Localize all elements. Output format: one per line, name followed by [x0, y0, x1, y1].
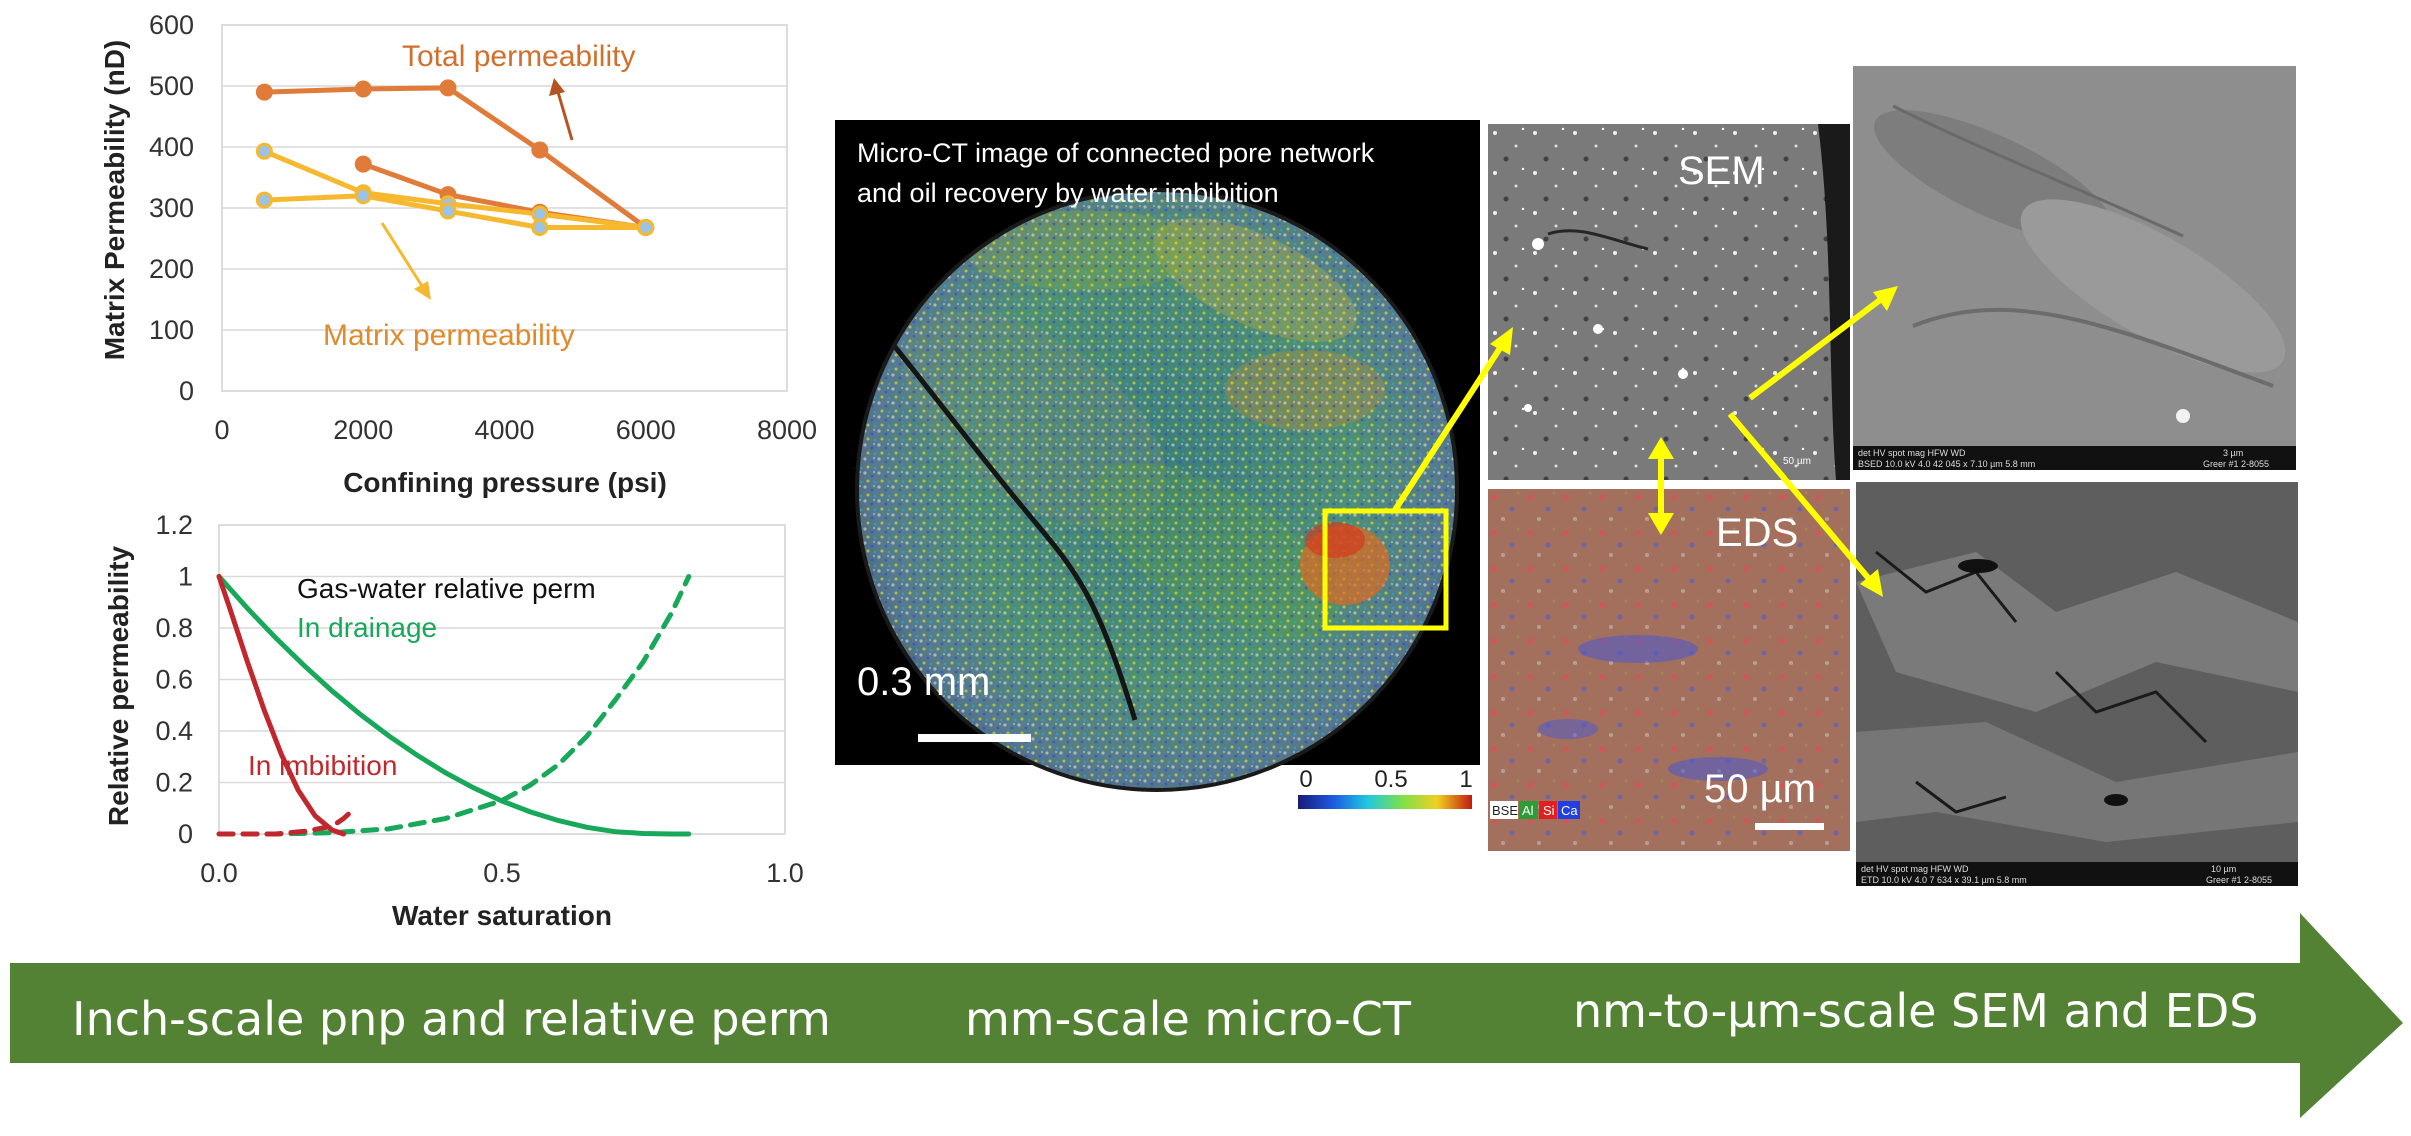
chart1-xtick-label: 4000 [474, 415, 534, 445]
chart2-xlabel: Water saturation [392, 900, 612, 931]
sem-top-bar-values: BSED 10.0 kV 4.0 42 045 x 7.10 µm 5.8 mm [1858, 459, 2035, 469]
chart1-ytick-label: 600 [149, 10, 194, 40]
zoom-box [1322, 508, 1449, 631]
sem-bottom-bar-sample: Greer #1 2-8055 [2206, 875, 2272, 885]
colorbar-tick-0-5: 0.5 [1374, 766, 1407, 793]
colorbar [1298, 795, 1472, 809]
matrix-permeability-pointer [380, 222, 424, 287]
sem-bottom-bar-header: det HV spot mag HFW WD [1861, 864, 1969, 874]
chart1-xtick-label: 8000 [757, 415, 817, 445]
sem-scale-label: 50 µm [1783, 456, 1811, 467]
chart1-ytick-label: 500 [149, 71, 194, 101]
micro-ct-caption-line2: and oil recovery by water imbibition [857, 178, 1279, 208]
eds-label: EDS [1716, 511, 1798, 555]
chart2-series-line [216, 805, 358, 837]
chart1-xtick-label: 2000 [333, 415, 393, 445]
chart2-ylabel: Relative permeability [103, 546, 134, 827]
chart1-xtick-label: 6000 [616, 415, 676, 445]
eds-element-legend: BSE Al Si Ca [1490, 801, 1580, 819]
chart2-series [216, 574, 692, 837]
chart2-series-line [216, 574, 692, 837]
sem-top-bar-sample: Greer #1 2-8055 [2203, 459, 2269, 469]
drainage-annotation: In drainage [297, 612, 437, 643]
chart2-ytick-label: 0 [178, 819, 193, 849]
micro-ct-caption-line1: Micro-CT image of connected pore network [857, 138, 1375, 168]
eds-scale-label: 50 µm [1704, 767, 1816, 811]
eds-legend-ca: Ca [1561, 803, 1578, 818]
chart2-gridlines [218, 524, 786, 835]
chart1-ytick-label: 0 [179, 376, 194, 406]
eds-legend-bse: BSE [1492, 803, 1518, 818]
sem-label: SEM [1678, 149, 1765, 193]
sem-high-mag-top: det HV spot mag HFW WD BSED 10.0 kV 4.0 … [1853, 66, 2296, 470]
chart2-xtick-label: 0.0 [200, 858, 238, 888]
matrix-permeability-annotation: Matrix permeability [323, 319, 575, 352]
chart1-data-point [531, 141, 549, 159]
chart1-data-point [439, 79, 457, 97]
sem-panel: SEM 50 µm [1488, 124, 1850, 480]
chart1-data-point [354, 187, 372, 205]
banner-label-inch-scale: Inch-scale pnp and relative perm [72, 992, 831, 1046]
chart2-ytick-label: 0.6 [155, 665, 193, 695]
chart1-ylabel: Matrix Permeability (nD) [99, 40, 130, 361]
chart2-ytick-label: 0.2 [155, 768, 193, 798]
sem-top-bar-scale: 3 µm [2223, 448, 2243, 458]
banner-label-nm-scale: nm-to-µm-scale SEM and EDS [1573, 984, 2258, 1038]
colorbar-tick-1: 1 [1459, 766, 1472, 793]
sem-high-mag-bottom: det HV spot mag HFW WD ETD 10.0 kV 4.0 7… [1856, 482, 2298, 886]
micro-ct-scale-label: 0.3 mm [857, 660, 990, 704]
banner-label-mm-scale: mm-scale micro-CT [965, 992, 1412, 1046]
chart1-data-point [354, 155, 372, 173]
colorbar-tick-0: 0 [1299, 766, 1312, 793]
chart1-xlabel: Confining pressure (psi) [343, 467, 667, 498]
eds-legend-al: Al [1522, 803, 1534, 818]
chart1-data-point [531, 205, 549, 223]
chart1-ytick-label: 400 [149, 132, 194, 162]
chart2-xtick-label: 1.0 [766, 858, 804, 888]
chart1-ytick-label: 300 [149, 193, 194, 223]
chart2-tick-labels: 0 0.2 0.4 0.6 0.8 1 1.2 0.0 0.5 1.0 [155, 510, 803, 888]
chart2-series-line [216, 574, 692, 837]
eds-panel: EDS 50 µm BSE Al Si Ca [1488, 489, 1850, 851]
chart2-ytick-label: 0.4 [155, 716, 193, 746]
sem-bottom-bar-values: ETD 10.0 kV 4.0 7 634 x 39.1 µm 5.8 mm [1861, 875, 2027, 885]
chart1-data-point [354, 80, 372, 98]
relative-permeability-chart: 0 0.2 0.4 0.6 0.8 1 1.2 0.0 0.5 1.0 Water saturat… [103, 510, 804, 931]
sem-top-bar-header: det HV spot mag HFW WD [1858, 448, 1966, 458]
chart1-data-point [439, 202, 457, 220]
chart1-series [255, 79, 655, 237]
scale-arrow-shape [10, 913, 2403, 1118]
gas-water-annotation: Gas-water relative perm [297, 573, 596, 604]
total-permeability-pointer [556, 91, 574, 141]
chart1-gridlines [221, 24, 788, 392]
chart1-data-point [255, 191, 273, 209]
chart1-data-point [255, 83, 273, 101]
total-permeability-annotation: Total permeability [402, 40, 635, 73]
chart1-ytick-label: 200 [149, 254, 194, 284]
chart2-xtick-label: 0.5 [483, 858, 521, 888]
eds-legend-si: Si [1543, 803, 1555, 818]
chart2-ytick-label: 0.8 [155, 613, 193, 643]
chart2-ytick-label: 1.2 [155, 510, 193, 540]
fracture-line [863, 308, 1138, 721]
chart1-series-line [263, 148, 647, 231]
chart1-data-point [531, 219, 549, 237]
matrix-permeability-pointer-head [414, 281, 431, 300]
chart1-data-point [255, 142, 273, 160]
chart1-data-point [637, 219, 655, 237]
imbibition-annotation: In imbibition [248, 750, 397, 781]
chart1-ytick-label: 100 [149, 315, 194, 345]
scale-arrow-banner: Inch-scale pnp and relative perm mm-scal… [10, 913, 2403, 1118]
chart2-ytick-label: 1 [178, 562, 193, 592]
micro-ct-panel: Micro-CT image of connected pore network… [835, 120, 1480, 809]
micro-ct-scale-bar [918, 734, 1031, 742]
eds-scale-bar [1755, 823, 1824, 830]
total-permeability-pointer-head [549, 78, 565, 96]
chart1-xtick-label: 0 [214, 415, 229, 445]
sem-bottom-bar-scale: 10 µm [2211, 864, 2236, 874]
micro-ct-image [857, 190, 1457, 790]
